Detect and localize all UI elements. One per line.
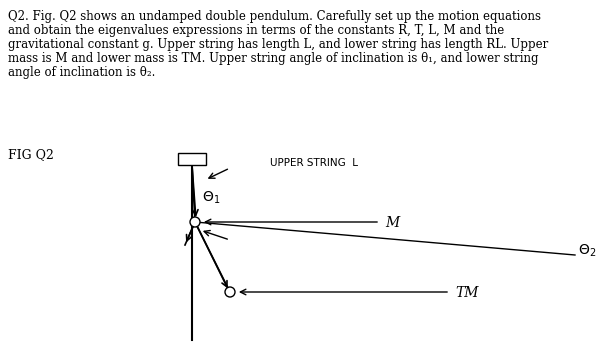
- Text: angle of inclination is θ₂.: angle of inclination is θ₂.: [8, 66, 155, 79]
- Circle shape: [225, 287, 235, 297]
- Circle shape: [190, 217, 200, 227]
- Text: TM: TM: [455, 286, 479, 300]
- Text: UPPER STRING  L: UPPER STRING L: [270, 158, 358, 168]
- Text: Q2. Fig. Q2 shows an undamped double pendulum. Carefully set up the motion equat: Q2. Fig. Q2 shows an undamped double pen…: [8, 10, 541, 23]
- Text: mass is M and lower mass is TM. Upper string angle of inclination is θ₁, and low: mass is M and lower mass is TM. Upper st…: [8, 52, 538, 65]
- Text: gravitational constant g. Upper string has length L, and lower string has length: gravitational constant g. Upper string h…: [8, 38, 548, 51]
- Text: and obtain the eigenvalues expressions in terms of the constants R, T, L, M and : and obtain the eigenvalues expressions i…: [8, 24, 504, 37]
- Bar: [178, 153, 206, 165]
- Text: M: M: [385, 216, 400, 230]
- Text: FIG Q2: FIG Q2: [8, 148, 54, 161]
- Text: $\Theta_2$: $\Theta_2$: [578, 243, 596, 259]
- Text: $\Theta_1$: $\Theta_1$: [202, 190, 220, 206]
